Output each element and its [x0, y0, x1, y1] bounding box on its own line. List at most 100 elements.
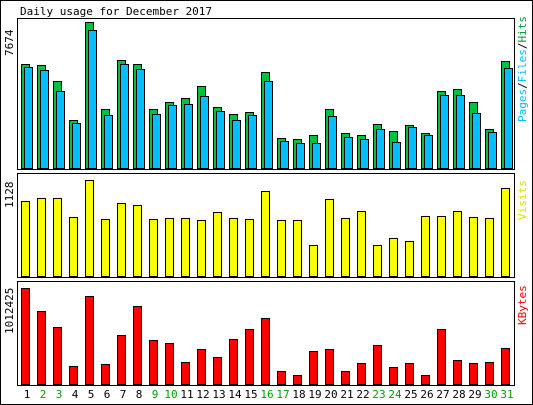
- legend-sep-1: /: [516, 82, 529, 89]
- hits-panel-frame: [17, 18, 515, 170]
- visits-bar-24: [389, 238, 398, 277]
- x-axis-labels: 1 2 3 4 5 6 7 8 9 10 11 12 13 14 15 16 17 18 19 20 21 22 23 24 2…: [24, 388, 514, 401]
- files-bar-4: [72, 123, 81, 169]
- x-tick-label: 19: [308, 388, 321, 401]
- x-tick-label: 12: [196, 388, 209, 401]
- files-bar-7: [120, 64, 129, 169]
- x-tick-label: 13: [212, 388, 225, 401]
- kbytes-bar-29: [469, 363, 478, 385]
- kbytes-bar-27: [437, 329, 446, 385]
- files-bar-22: [360, 139, 369, 169]
- x-tick-label: 3: [56, 388, 63, 401]
- kbytes-bars: [21, 288, 510, 385]
- kbytes-bar-20: [325, 349, 334, 385]
- hits-files-bars: [21, 22, 513, 169]
- x-tick-label: 24: [388, 388, 402, 401]
- files-bar-2: [40, 70, 49, 169]
- x-tick-label: 9: [152, 388, 159, 401]
- visits-bar-1: [21, 201, 30, 277]
- visits-bar-27: [437, 216, 446, 277]
- files-bar-14: [232, 120, 241, 169]
- visits-bars: [21, 180, 510, 277]
- x-tick-label: 15: [244, 388, 257, 401]
- x-tick-label: 4: [72, 388, 79, 401]
- visits-bar-7: [117, 203, 126, 277]
- visits-bar-31: [501, 188, 510, 277]
- legend-files: Files: [516, 49, 529, 82]
- kbytes-bar-15: [245, 329, 254, 385]
- kbytes-bar-21: [341, 371, 350, 385]
- kbytes-bar-10: [165, 343, 174, 385]
- visits-bar-19: [309, 245, 318, 277]
- files-bar-1: [24, 67, 33, 169]
- visits-bar-3: [53, 198, 62, 277]
- visits-bar-4: [69, 217, 78, 277]
- x-tick-label: 26: [420, 388, 433, 401]
- hits-axis-max-label: 7674: [3, 29, 16, 56]
- kbytes-bar-26: [421, 375, 430, 385]
- files-bar-31: [504, 68, 513, 169]
- kbytes-bar-23: [373, 345, 382, 385]
- kbytes-legend: KBytes: [516, 285, 529, 325]
- files-bar-11: [184, 104, 193, 169]
- kbytes-bar-1: [21, 288, 30, 385]
- files-bar-26: [424, 135, 433, 169]
- kbytes-bar-5: [85, 296, 94, 385]
- x-tick-label: 22: [356, 388, 369, 401]
- visits-bar-23: [373, 245, 382, 277]
- kbytes-bar-3: [53, 327, 62, 385]
- visits-bar-26: [421, 216, 430, 277]
- files-bar-5: [88, 30, 97, 169]
- visits-bar-13: [213, 212, 222, 277]
- visits-bar-8: [133, 205, 142, 277]
- visits-bar-12: [197, 220, 206, 277]
- kbytes-bar-17: [277, 371, 286, 385]
- kbytes-bar-4: [69, 366, 78, 385]
- legend-pages: Pages: [516, 89, 529, 122]
- visits-axis-max-label: 1128: [3, 182, 16, 209]
- kbytes-bar-2: [37, 311, 46, 385]
- x-tick-label: 20: [324, 388, 337, 401]
- files-bar-27: [440, 95, 449, 169]
- kbytes-bar-8: [133, 306, 142, 385]
- files-bar-25: [408, 127, 417, 169]
- visits-bar-10: [165, 218, 174, 277]
- kbytes-bar-22: [357, 363, 366, 385]
- files-bar-13: [216, 111, 225, 169]
- kbytes-bar-16: [261, 318, 270, 385]
- kbytes-bar-18: [293, 375, 302, 385]
- files-bar-15: [248, 115, 257, 169]
- files-bar-20: [328, 116, 337, 169]
- x-tick-label: 18: [292, 388, 305, 401]
- visits-legend: Visits: [516, 180, 529, 220]
- files-bar-16: [264, 81, 273, 169]
- visits-bar-20: [325, 199, 334, 277]
- legend-sep-2: /: [516, 43, 529, 50]
- kbytes-bar-19: [309, 351, 318, 385]
- x-tick-label: 31: [500, 388, 513, 401]
- files-bar-23: [376, 129, 385, 169]
- x-tick-label: 21: [340, 388, 353, 401]
- kbytes-bar-12: [197, 349, 206, 385]
- x-tick-label: 10: [164, 388, 177, 401]
- kbytes-bar-13: [213, 357, 222, 385]
- visits-bar-6: [101, 219, 110, 277]
- visits-bar-21: [341, 218, 350, 277]
- files-bar-18: [296, 143, 305, 169]
- legend-hits: Hits: [516, 16, 529, 43]
- files-bar-28: [456, 95, 465, 169]
- kbytes-bar-6: [101, 364, 110, 385]
- kbytes-bar-14: [229, 339, 238, 385]
- files-bar-19: [312, 143, 321, 169]
- x-tick-label: 23: [372, 388, 385, 401]
- x-tick-label: 6: [104, 388, 111, 401]
- files-bar-3: [56, 91, 65, 169]
- kbytes-bar-30: [485, 362, 494, 385]
- kbytes-bar-24: [389, 367, 398, 385]
- kbytes-bar-31: [501, 348, 510, 385]
- files-bar-30: [488, 132, 497, 169]
- visits-bar-2: [37, 198, 46, 277]
- visits-bar-16: [261, 191, 270, 277]
- x-tick-label: 16: [260, 388, 273, 401]
- visits-bar-17: [277, 220, 286, 277]
